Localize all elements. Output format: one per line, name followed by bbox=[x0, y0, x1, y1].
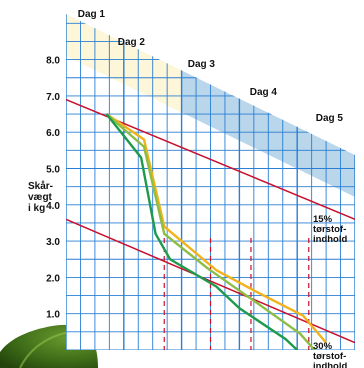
y-tick-label: 4.0 bbox=[46, 201, 60, 212]
y-tick-label: 1.0 bbox=[46, 310, 60, 321]
y-axis-label: i kg bbox=[28, 203, 45, 214]
y-tick-label: 2.0 bbox=[46, 273, 60, 284]
day-label: Dag 4 bbox=[250, 87, 278, 98]
series-line-1 bbox=[105, 113, 328, 344]
threshold-label: tørstof- bbox=[313, 224, 346, 235]
threshold-label: 15% bbox=[313, 214, 333, 225]
day-label: Dag 1 bbox=[78, 9, 106, 20]
series-line-3 bbox=[105, 113, 299, 350]
y-tick-label: 6.0 bbox=[46, 128, 60, 139]
day-label: Dag 5 bbox=[316, 113, 344, 124]
y-tick-label: 5.0 bbox=[46, 165, 60, 176]
threshold-label: indhold bbox=[313, 361, 347, 368]
threshold-label: tørstof- bbox=[313, 351, 346, 362]
threshold-label: 30% bbox=[313, 341, 333, 352]
y-tick-label: 7.0 bbox=[46, 92, 60, 103]
series-line-2 bbox=[105, 113, 316, 350]
day-label: Dag 2 bbox=[118, 37, 146, 48]
y-axis-label: Skår- bbox=[28, 180, 53, 192]
day-label: Dag 3 bbox=[188, 59, 216, 70]
threshold-line-2 bbox=[66, 218, 355, 344]
y-tick-label: 3.0 bbox=[46, 237, 60, 248]
y-tick-label: 8.0 bbox=[46, 56, 60, 67]
y-axis-label: vægt bbox=[28, 192, 53, 203]
threshold-label: indhold bbox=[313, 234, 347, 245]
